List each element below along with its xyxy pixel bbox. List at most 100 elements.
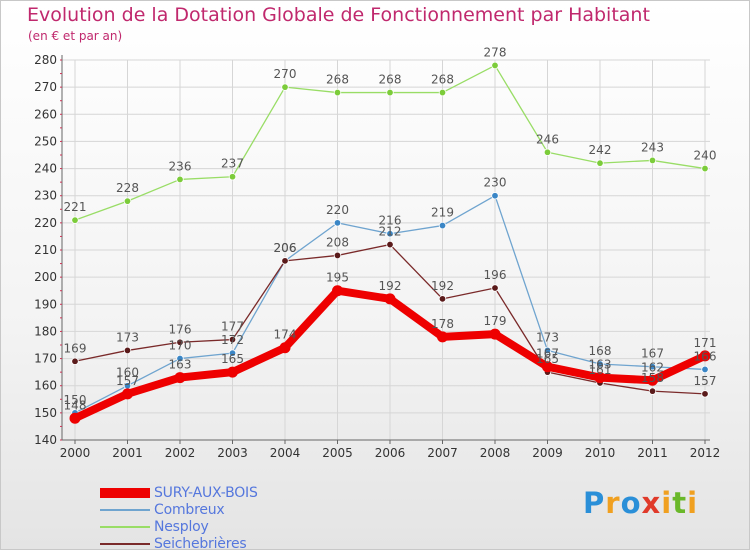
- data-point: [491, 61, 499, 70]
- logo-letter: i: [661, 486, 673, 520]
- data-point: [333, 88, 342, 97]
- y-tick-label: 260: [34, 107, 57, 121]
- y-tick-label: 210: [34, 243, 57, 257]
- x-tick-label: 2007: [427, 446, 458, 460]
- data-label: 240: [694, 149, 717, 163]
- data-label: 212: [379, 225, 402, 239]
- data-label: 158: [641, 371, 664, 385]
- data-label: 192: [379, 279, 402, 293]
- data-label: 150: [64, 393, 87, 407]
- data-label: 169: [64, 341, 87, 355]
- y-tick-label: 280: [34, 53, 57, 67]
- data-label: 237: [221, 157, 244, 171]
- data-label: 166: [694, 349, 717, 363]
- data-label: 174: [274, 328, 297, 342]
- data-point: [699, 350, 711, 362]
- y-tick-label: 240: [34, 162, 57, 176]
- data-point: [176, 354, 184, 363]
- y-tick-label: 180: [34, 324, 57, 338]
- data-point: [648, 387, 657, 395]
- data-label: 178: [431, 317, 454, 331]
- y-tick-label: 140: [34, 433, 57, 447]
- data-point: [701, 390, 709, 398]
- data-label: 246: [536, 132, 559, 146]
- data-point: [281, 83, 289, 91]
- logo-letter: t: [672, 486, 688, 520]
- x-tick-label: 2003: [217, 446, 248, 460]
- data-point: [543, 346, 552, 355]
- y-tick-label: 190: [34, 297, 57, 311]
- data-point: [332, 285, 343, 297]
- legend-swatch: [100, 509, 150, 511]
- data-point: [228, 335, 237, 344]
- x-tick-label: 2009: [532, 446, 563, 460]
- data-label: 228: [116, 181, 139, 195]
- data-point: [176, 175, 184, 184]
- data-label: 173: [536, 330, 559, 344]
- data-label: 177: [221, 320, 244, 334]
- legend-label: Nesploy: [154, 519, 209, 535]
- data-label: 170: [169, 339, 192, 353]
- data-label: 167: [536, 347, 559, 361]
- data-label: 163: [589, 358, 612, 372]
- data-point: [386, 88, 394, 97]
- logo-letter: P: [583, 486, 606, 520]
- data-label: 220: [326, 203, 349, 217]
- data-label: 176: [169, 322, 192, 336]
- data-point: [594, 372, 606, 384]
- data-point: [596, 159, 604, 167]
- data-point: [701, 164, 709, 173]
- data-point: [491, 192, 499, 200]
- chart-subtitle: (en € et par an): [28, 29, 123, 43]
- data-label: 242: [589, 143, 612, 157]
- data-label: 219: [431, 206, 454, 220]
- data-label: 196: [484, 268, 507, 282]
- data-point: [438, 295, 447, 303]
- y-tick-label: 200: [34, 270, 57, 284]
- data-label: 165: [536, 352, 559, 366]
- x-tick-label: 2002: [165, 446, 196, 460]
- data-label: 236: [169, 159, 192, 173]
- data-point: [228, 173, 237, 181]
- data-point: [647, 374, 658, 386]
- data-point: [386, 240, 394, 249]
- data-point: [438, 221, 447, 230]
- data-label: 157: [116, 374, 139, 388]
- data-label: 268: [431, 73, 454, 87]
- data-point: [438, 88, 447, 97]
- data-label: 179: [484, 314, 507, 328]
- data-point: [227, 366, 238, 378]
- legend-label: Seichebrières: [154, 536, 247, 552]
- data-point: [279, 342, 291, 354]
- legend-swatch: [100, 526, 150, 528]
- y-tick-label: 160: [34, 379, 57, 393]
- data-label: 163: [169, 358, 192, 372]
- data-point: [701, 365, 709, 374]
- data-label: 230: [484, 176, 507, 190]
- data-point: [596, 360, 604, 368]
- data-label: 172: [221, 333, 244, 347]
- data-point: [543, 148, 552, 156]
- data-point: [123, 197, 132, 205]
- data-point: [69, 412, 81, 424]
- chart-title: Evolution de la Dotation Globale de Fonc…: [27, 4, 650, 26]
- data-point: [489, 328, 501, 340]
- data-label: 168: [589, 344, 612, 358]
- data-label: 161: [589, 363, 612, 377]
- data-point: [333, 219, 342, 227]
- data-label: 162: [641, 360, 664, 374]
- x-tick-label: 2000: [60, 446, 91, 460]
- data-label: 167: [641, 347, 664, 361]
- data-point: [71, 357, 79, 365]
- y-tick-label: 230: [34, 189, 57, 203]
- data-label: 195: [326, 271, 349, 285]
- data-point: [648, 363, 657, 371]
- legend-label: Combreux: [154, 502, 225, 518]
- y-tick-label: 250: [34, 134, 57, 148]
- data-label: 160: [116, 366, 139, 380]
- data-label: 270: [274, 67, 297, 81]
- data-label: 165: [221, 352, 244, 366]
- data-label: 221: [64, 200, 87, 214]
